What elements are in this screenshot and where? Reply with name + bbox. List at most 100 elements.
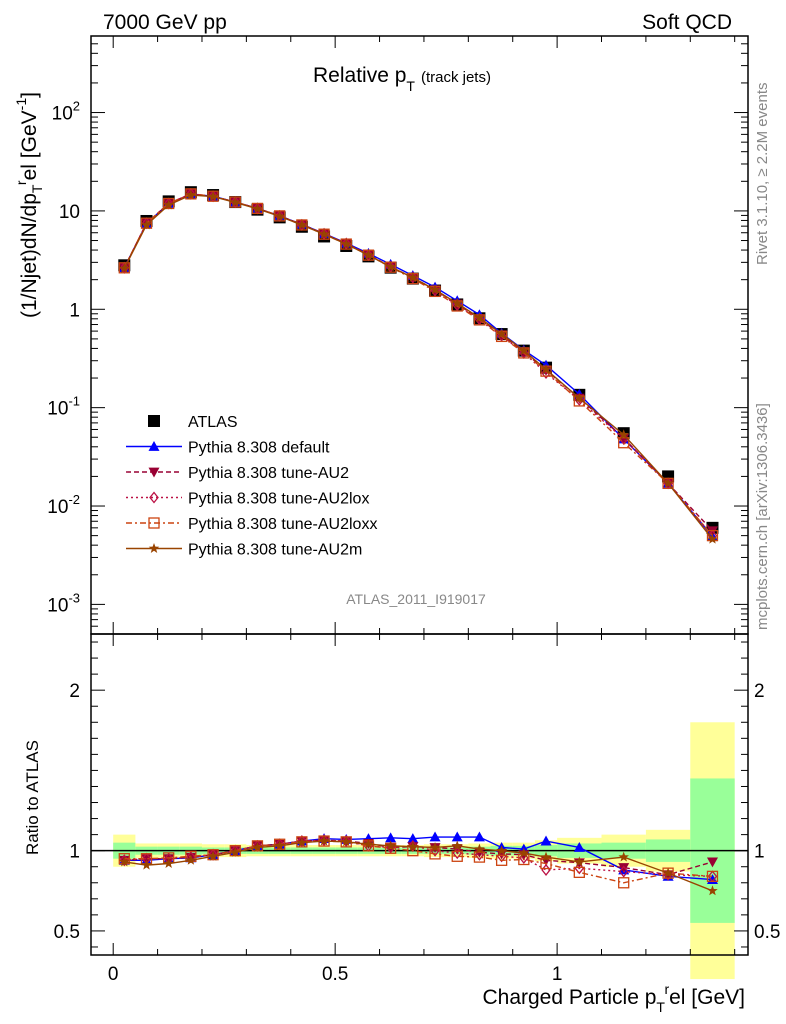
ratio-line-au2m: [124, 840, 713, 892]
ratio-point-au2m: [252, 841, 263, 852]
data-point-au2m: [341, 238, 352, 249]
y-tick-base: 10: [47, 497, 68, 518]
rivet-label: Rivet 3.1.10, ≥ 2.2M events: [754, 83, 771, 266]
y-tick-base: 1: [69, 300, 80, 321]
legend-entry-default: Pythia 8.308 default: [126, 440, 330, 457]
legend-marker: [148, 517, 160, 529]
ratio-point-au2m: [574, 856, 585, 867]
ratio-point-default: [451, 831, 463, 842]
ratio-point-default: [407, 833, 419, 844]
data-point-au2m: [318, 228, 330, 239]
data-point-au2m: [119, 262, 130, 273]
ratio-point-au2m: [474, 843, 485, 854]
ratio-series-au2m: [119, 835, 718, 896]
ratio-point-au2loxx: [451, 850, 463, 862]
data-point-au2m: [163, 199, 174, 210]
data-point-au2m: [252, 203, 263, 214]
legend-marker: [148, 441, 160, 451]
ratio-point-au2m: [274, 840, 285, 851]
main-ylabel-b: el [GeV: [18, 110, 41, 180]
data-point-au2m: [385, 261, 396, 272]
ratio-point-au2m: [296, 837, 308, 848]
ratio-point-au2m: [163, 858, 174, 868]
ratio-point-au2m: [341, 836, 352, 847]
ratio-panel-frame: [90, 633, 749, 956]
legend-entry-au2: Pythia 8.308 tune-AU2: [126, 465, 349, 482]
data-point-au2m: [618, 429, 629, 440]
ratio-point-au2m: [207, 850, 219, 861]
y-tick-label: 10-3: [47, 590, 80, 616]
ratio-point-au2m: [662, 867, 674, 878]
legend-label: Pythia 8.308 tune-AU2loxx: [188, 516, 377, 533]
y-tick-base: 10: [59, 202, 80, 223]
data-point-au2: [618, 433, 630, 444]
ratio-point-au2m: [119, 856, 130, 867]
data-point-au2m: [540, 363, 552, 374]
ratio-point-default: [540, 835, 552, 846]
data-point-au2loxx: [140, 217, 153, 229]
data-point-au2m: [496, 328, 507, 339]
y-tick-base: 10: [52, 104, 73, 125]
ratio-y-tick-label: 2: [69, 681, 80, 702]
data-point-au2loxx: [185, 188, 197, 200]
ratio-point-au2m: [230, 846, 241, 857]
x-tick-label: 1: [552, 964, 563, 985]
ratio-point-au2m: [540, 851, 552, 862]
main-title-text: Relative p: [313, 64, 406, 87]
data-point-au2m: [707, 533, 718, 544]
legend-label: Pythia 8.308 tune-AU2lox: [188, 491, 369, 508]
main-ylabel-sub: T: [29, 184, 45, 193]
ratio-point-au2loxx: [706, 870, 719, 883]
legend-marker: [148, 467, 160, 478]
y-tick-exponent: -3: [68, 590, 80, 605]
data-point-au2loxx: [163, 197, 175, 210]
x-tick-label: 0.5: [322, 964, 348, 985]
ratio-ylabel: Ratio to ATLAS: [23, 740, 42, 855]
legend-entry-au2lox: Pythia 8.308 tune-AU2lox: [126, 491, 369, 508]
ratio-point-au2m: [407, 841, 419, 852]
xlabel-sub: T: [656, 999, 665, 1015]
legend-label: Pythia 8.308 tune-AU2m: [188, 542, 362, 559]
ratio-point-default: [473, 831, 485, 842]
ratio-y-tick-label-right: 1: [754, 842, 765, 863]
y-tick-exponent: -1: [68, 394, 80, 409]
ratio-point-au2lox: [574, 862, 585, 875]
ratio-point-au2m: [518, 847, 530, 858]
ratio-point-au2loxx: [473, 851, 486, 863]
series-line-au2m: [123, 194, 714, 540]
ratio-point-au2m: [452, 840, 463, 851]
ratio-point-au2m: [363, 838, 374, 849]
ratio-point-au2m: [707, 885, 718, 896]
ratio-point-au2lox: [319, 834, 329, 847]
y-tick-exponent: 2: [73, 99, 80, 114]
ratio-point-au2lox: [297, 835, 307, 848]
series-au2: [118, 189, 718, 537]
y-tick-exponent: -2: [68, 492, 80, 507]
main-ylabel-a: (1/Njet)dN/dp: [18, 193, 41, 318]
data-point-au2m: [662, 477, 674, 488]
y-tick-label: 10-2: [47, 492, 80, 518]
ratio-point-au2lox: [341, 835, 352, 848]
y-tick-label: 10: [59, 202, 80, 223]
main-ylabel-sup2: -1: [13, 98, 29, 111]
ratio-y-tick-label-right: 2: [754, 681, 765, 702]
y-tick-label: 10-1: [47, 394, 80, 420]
ratio-point-au2: [618, 863, 630, 874]
data-point-au2m: [274, 210, 285, 221]
series-line-au2lox: [123, 193, 714, 537]
main-ylabel-c: ]: [18, 92, 41, 98]
analysis-watermark: ATLAS_2011_I919017: [346, 591, 486, 607]
data-point-au2m: [429, 284, 441, 295]
data-point-au2m: [296, 219, 308, 230]
ratio-point-default: [573, 841, 585, 852]
ratio-point-au2m: [141, 859, 152, 870]
legend-marker: [148, 415, 160, 427]
data-point-au2m: [518, 345, 530, 356]
y-tick-label: 1: [69, 300, 80, 321]
series-default: [118, 188, 718, 541]
y-tick-base: 10: [47, 399, 68, 420]
xlabel-b: el [GeV]: [669, 986, 745, 1009]
ratio-point-au2: [451, 844, 463, 855]
